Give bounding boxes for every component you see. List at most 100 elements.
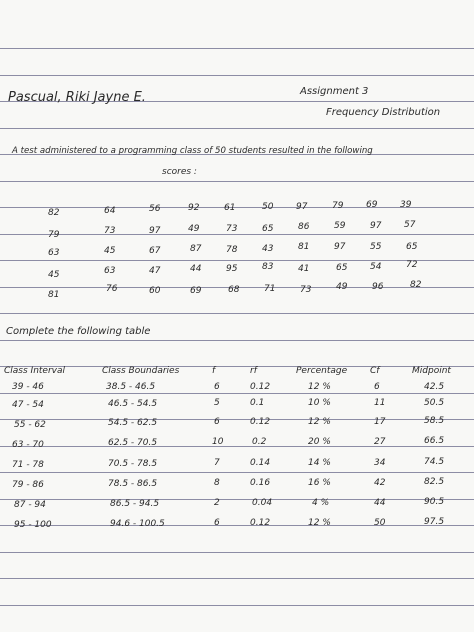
cell-class-boundaries: 86.5 - 94.5 [110,499,160,509]
score-cell: 87 [190,244,202,254]
ruled-line [0,287,474,288]
cell-midpoint: 90.5 [424,497,445,507]
ruled-line [0,234,474,235]
cell-f: 6 [214,417,220,427]
score-cell: 71 [264,284,276,294]
ruled-line [0,552,474,553]
ruled-line [0,128,474,129]
cell-class-boundaries: 54.5 - 62.5 [108,418,158,428]
cell-class-interval: 79 - 86 [12,480,44,490]
score-cell: 72 [406,260,418,270]
score-cell: 65 [262,224,274,234]
cell-cf: 42 [374,478,386,488]
cell-f: 6 [214,518,220,528]
cell-rf: 0.2 [252,437,267,447]
ruled-line [0,101,474,102]
cell-class-interval: 47 - 54 [12,400,44,410]
cell-rf: 0.12 [250,518,271,528]
score-cell: 64 [104,206,116,216]
cell-rf: 0.04 [252,498,273,508]
cell-percentage: 10 % [308,398,331,408]
cell-percentage: 14 % [308,458,331,468]
score-cell: 63 [104,266,116,276]
cell-cf: 34 [374,458,386,468]
score-cell: 81 [298,242,310,252]
header-rf: rf [250,366,257,376]
ruled-line [0,340,474,341]
cell-rf: 0.12 [250,417,271,427]
score-cell: 67 [149,246,161,256]
cell-percentage: 16 % [308,478,331,488]
cell-cf: 50 [374,518,386,528]
ruled-line [0,260,474,261]
header-cf: Cf [370,366,380,376]
cell-class-boundaries: 78.5 - 86.5 [108,479,158,489]
score-cell: 76 [106,284,118,294]
ruled-line [0,578,474,579]
cell-class-boundaries: 38.5 - 46.5 [106,382,156,392]
ruled-line [0,499,474,500]
score-cell: 56 [149,204,161,214]
header-midpoint: Midpoint [412,366,451,376]
ruled-line [0,419,474,420]
score-cell: 60 [149,286,161,296]
cell-midpoint: 82.5 [424,477,445,487]
score-cell: 97 [334,242,346,252]
cell-class-boundaries: 94.6 - 100.5 [110,519,165,529]
header-class-interval: Class Interval [4,366,66,376]
cell-f: 5 [214,398,220,408]
header-percentage: Percentage [296,366,348,376]
cell-class-boundaries: 62.5 - 70.5 [108,438,158,448]
cell-f: 8 [214,478,220,488]
score-cell: 41 [298,264,310,274]
ruled-line [0,605,474,606]
cell-class-boundaries: 70.5 - 78.5 [108,459,158,469]
cell-rf: 0.1 [250,398,265,408]
score-cell: 49 [336,282,348,292]
score-cell: 69 [190,286,202,296]
cell-cf: 6 [374,382,380,392]
score-cell: 65 [336,263,348,273]
score-cell: 55 [370,242,382,252]
cell-class-interval: 55 - 62 [14,420,46,430]
ruled-line [0,393,474,394]
ruled-line [0,48,474,49]
score-cell: 92 [188,203,200,213]
problem-line-2: scores : [162,167,197,177]
cell-cf: 17 [374,417,386,427]
score-cell: 47 [149,266,161,276]
cell-f: 2 [214,498,220,508]
assignment-topic: Frequency Distribution [326,107,441,118]
cell-percentage: 20 % [308,437,331,447]
ruled-line [0,181,474,182]
cell-class-boundaries: 46.5 - 54.5 [108,399,158,409]
cell-rf: 0.16 [250,478,271,488]
ruled-line [0,313,474,314]
score-cell: 73 [226,224,238,234]
score-cell: 82 [410,280,422,290]
score-cell: 81 [48,290,60,300]
score-cell: 79 [48,230,60,240]
score-cell: 50 [262,202,274,212]
score-cell: 97 [296,202,308,212]
score-cell: 43 [262,244,274,254]
ruled-line [0,75,474,76]
assignment-title: Assignment 3 [300,86,369,97]
cell-f: 7 [214,458,220,468]
ruled-line [0,525,474,526]
cell-midpoint: 97.5 [424,517,445,527]
cell-class-interval: 71 - 78 [12,460,44,470]
score-cell: 63 [48,248,60,258]
cell-f: 10 [212,437,224,447]
cell-cf: 27 [374,437,386,447]
score-cell: 97 [370,221,382,231]
cell-class-interval: 95 - 100 [14,520,52,530]
score-cell: 39 [400,200,412,210]
score-cell: 79 [332,201,344,211]
cell-percentage: 4 % [312,498,330,508]
score-cell: 61 [224,203,236,213]
header-class-boundaries: Class Boundaries [102,366,180,376]
score-cell: 95 [226,264,238,274]
score-cell: 59 [334,221,346,231]
